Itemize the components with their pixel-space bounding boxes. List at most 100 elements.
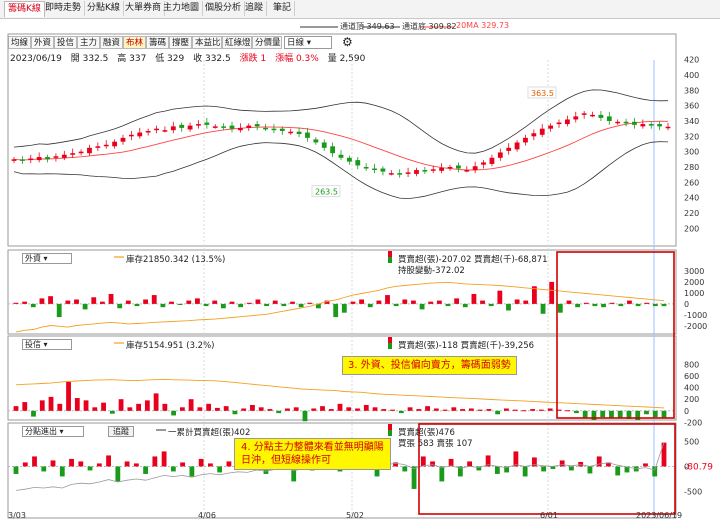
period-select[interactable]: 日線 ▾ [284, 36, 332, 49]
trust-bar [92, 407, 98, 411]
toolbar-btn-7[interactable]: 撐壓 [169, 36, 192, 49]
note-line-1: 4. 分點主力整體來看並無明顯陽 [241, 442, 384, 453]
foreign-bar [497, 290, 503, 304]
branch-bar [411, 466, 417, 489]
toolbar-btn-5[interactable]: 布林 [123, 36, 146, 49]
candle-body [162, 130, 168, 132]
trust-bar [661, 410, 667, 418]
trust-bar [22, 402, 28, 411]
candle-body [87, 147, 92, 154]
candle-body [514, 142, 520, 150]
tab-4[interactable]: 主力地圖 [160, 1, 204, 16]
toolbar-btn-8[interactable]: 本益比 [192, 36, 222, 49]
foreign-bar [385, 295, 390, 304]
trust-bar [626, 410, 632, 419]
candle-body [137, 132, 143, 137]
branch-bar [448, 458, 454, 467]
branch-bar [217, 466, 223, 473]
toolbar-btn-10[interactable]: 分價量 [252, 36, 282, 49]
trust-tick-5: -200 [684, 418, 702, 427]
trust-bar [127, 407, 133, 411]
toolbar-btn-6[interactable]: 籌碼 [146, 36, 169, 49]
trust-bar [574, 410, 579, 414]
branch-panel-select[interactable]: 分點進出 ▾ [22, 426, 84, 437]
quote-pct: 漲幅 0.3% [275, 54, 319, 64]
candle-body [154, 128, 159, 131]
quote-volume: 量 2,590 [327, 54, 366, 64]
price-tick-4: 340 [684, 117, 699, 126]
high-price-label: 363.5 [531, 89, 554, 98]
trust-bar [48, 396, 54, 411]
tab-7[interactable]: 筆記 [270, 1, 296, 16]
tab-0[interactable]: 籌碼K線 [4, 1, 45, 17]
trust-panel-select[interactable]: 投信 ▾ [22, 339, 72, 350]
trust-bar [433, 408, 439, 411]
bollinger-upper-line [13, 89, 669, 154]
foreign-bar [117, 303, 123, 309]
quote-close: 收 332.5 [193, 54, 231, 64]
candle-body [430, 169, 436, 171]
ma20-line [13, 120, 669, 171]
date-tick-4: 2023/06/19 [636, 511, 682, 520]
branch-bar [374, 466, 380, 477]
branch-bar [152, 456, 158, 467]
foreign-bar [359, 299, 364, 304]
foreign-bar [220, 303, 226, 309]
candle-body [548, 125, 554, 129]
branch-bar [457, 466, 463, 477]
branch-bar [161, 451, 167, 467]
trust-bar [31, 410, 36, 417]
candle-body [271, 128, 277, 131]
tab-1[interactable]: 即時走勢 [42, 1, 86, 16]
tab-6[interactable]: 追蹤 [242, 1, 268, 16]
tab-3[interactable]: 大單券商 [122, 1, 166, 16]
branch-bar [32, 456, 37, 467]
branch-bar [170, 466, 176, 472]
toolbar-btn-2[interactable]: 投信 [54, 36, 77, 49]
candle-body [254, 124, 260, 127]
trust-trade-label: 買賣超(張)-118 買賣超(千)-39,256 [398, 341, 535, 351]
track-button[interactable]: 追蹤 [108, 426, 134, 437]
foreign-panel-select[interactable]: 外資 ▾ [22, 253, 72, 264]
candle-body [447, 167, 453, 169]
price-tick-0: 420 [684, 56, 699, 65]
candle-body [388, 173, 394, 175]
trust-bar [258, 407, 264, 411]
branch-value-tag: -80.79 [684, 462, 713, 472]
foreign-tick-3: 0 [684, 300, 689, 309]
branch-tick-2: -500 [684, 487, 702, 496]
foreign-bar [549, 281, 555, 304]
foreign-stock-label: 庫存21850.342 (13.5%) [126, 255, 226, 265]
candle-body [237, 127, 243, 131]
trust-bar [109, 410, 115, 414]
candle-body [221, 126, 227, 128]
toolbar-btn-9[interactable]: 紅綠燈 [222, 36, 252, 49]
trust-bar [118, 399, 124, 411]
tab-2[interactable]: 分點K線 [84, 1, 124, 16]
candle-body [372, 168, 377, 171]
trust-bar [232, 410, 238, 415]
price-tick-11: 200 [684, 224, 699, 233]
toolbar-btn-4[interactable]: 融資 [100, 36, 123, 49]
candle-body [19, 159, 25, 161]
trust-bar [372, 407, 378, 411]
trust-bar [407, 407, 413, 411]
branch-bar [78, 461, 84, 467]
toolbar-btn-1[interactable]: 外資 [31, 36, 54, 49]
candle-body [279, 128, 285, 131]
tab-5[interactable]: 個股分析 [202, 1, 246, 16]
trust-tick-3: 200 [684, 395, 699, 404]
settings-gear-icon[interactable]: ⚙ [342, 35, 353, 49]
quote-open: 開 332.5 [70, 54, 109, 64]
toolbar-btn-3[interactable]: 主力 [77, 36, 100, 49]
candle-body [78, 151, 84, 154]
foreign-bar [169, 301, 174, 304]
candle-body [497, 152, 503, 158]
branch-bar [578, 461, 584, 467]
trust-bar [13, 406, 19, 411]
foreign-bar [281, 303, 287, 307]
function-tab-bar: 籌碼K線 即時走勢 分點K線 大單券商 主力地圖 個股分析 追蹤 筆記 [0, 0, 720, 19]
candle-body [539, 128, 545, 135]
foreign-bar [82, 303, 88, 310]
branch-tick-0: 500 [684, 437, 699, 446]
